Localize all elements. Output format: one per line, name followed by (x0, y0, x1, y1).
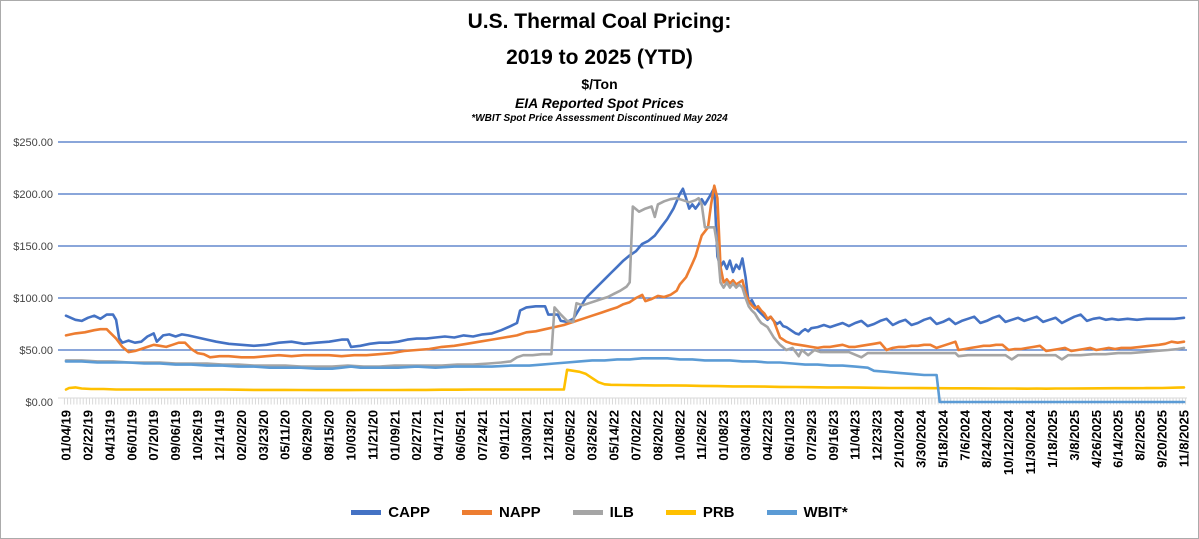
x-axis-label: 8/24/2024 (979, 409, 994, 468)
x-axis-label: 04/13/19 (102, 410, 117, 461)
x-axis-label: 06/05/21 (453, 410, 468, 461)
series-line-napp (64, 184, 1186, 359)
x-axis-label: 11/8/2025 (1177, 410, 1192, 467)
series-line-wbit (64, 356, 1186, 404)
x-axis-label: 3/8/2025 (1067, 410, 1082, 461)
x-axis-label: 03/26/22 (585, 410, 600, 461)
x-axis-label: 2/10/2024 (892, 409, 907, 468)
x-axis-label: 08/20/22 (650, 410, 665, 461)
legend-label-capp: CAPP (388, 504, 430, 521)
x-axis-label: 07/20/19 (146, 410, 161, 461)
legend-item-ilb: ILB (572, 504, 634, 521)
x-axis-label: 10/26/19 (190, 410, 205, 461)
x-axis-label: 05/11/20 (278, 410, 293, 460)
x-axis-label: 09/16/23 (826, 410, 841, 461)
x-axis-label: 11/26/22 (694, 410, 709, 460)
y-axis-label: $50.00 (19, 345, 53, 357)
x-axis-label: 04/22/23 (760, 410, 775, 461)
x-axis-label: 12/18/21 (541, 410, 556, 461)
x-axis-label: 11/30/2024 (1023, 409, 1038, 474)
x-axis-label: 02/05/22 (563, 410, 578, 461)
x-axis-label: 09/11/21 (497, 410, 512, 460)
x-axis-label: 3/30/2024 (913, 409, 928, 468)
legend-label-ilb: ILB (609, 504, 634, 521)
chart-unit-label: $/Ton (581, 76, 618, 92)
x-axis-label: 11/21/20 (365, 410, 380, 460)
x-axis-label: 5/18/2024 (935, 409, 950, 468)
legend-swatch-ilb (572, 510, 603, 515)
series-line-capp (64, 186, 1186, 349)
series-line-prb (64, 368, 1186, 392)
x-axis-label: 03/23/20 (256, 410, 271, 461)
y-axis-label: $0.00 (25, 397, 53, 409)
x-axis-label: 6/14/2025 (1111, 410, 1126, 468)
x-axis-label: 10/08/22 (672, 410, 687, 461)
chart-title-line1: U.S. Thermal Coal Pricing: (467, 10, 732, 33)
legend-item-capp: CAPP (351, 505, 430, 520)
x-axis-label: 04/17/21 (431, 410, 446, 461)
x-axis-label: 01/04/19 (59, 410, 74, 461)
x-axis-label: 11/04/23 (848, 410, 863, 460)
x-axis-label: 12/23/23 (870, 410, 885, 461)
x-axis-label: 03/04/23 (738, 410, 753, 461)
legend-item-napp: NAPP (461, 504, 541, 521)
x-axis-label: 1/18/2025 (1045, 410, 1060, 468)
x-axis-label: 10/12/2024 (1001, 409, 1016, 475)
x-axis-label: 06/01/19 (124, 410, 139, 461)
chart-title-block: U.S. Thermal Coal Pricing: 2019 to 2025 … (1, 11, 1198, 124)
x-axis-label: 09/06/19 (168, 410, 183, 461)
legend-swatch-capp (351, 510, 382, 515)
x-axis-label: 02/27/21 (409, 410, 424, 461)
y-axis-label: $100.00 (13, 293, 53, 305)
legend: CAPP NAPP ILB PRB WBIT* (1, 505, 1198, 520)
x-axis-label: 10/30/21 (519, 410, 534, 461)
legend-swatch-napp (461, 510, 492, 515)
x-axis-label: 7/6/2024 (957, 409, 972, 460)
x-axis-label: 06/29/20 (300, 410, 315, 461)
legend-swatch-wbit (766, 510, 797, 515)
x-axis-label: 07/02/22 (629, 410, 644, 461)
x-axis-label: 4/26/2025 (1089, 410, 1104, 468)
x-axis-label: 07/24/21 (475, 410, 490, 461)
x-axis-label: 08/15/20 (322, 410, 337, 461)
y-axis-label: $150.00 (13, 241, 53, 253)
x-axis-label: 06/10/23 (782, 410, 797, 461)
legend-swatch-prb (665, 510, 696, 515)
x-axis-label: 12/14/19 (212, 410, 227, 461)
x-axis-label: 01/09/21 (387, 410, 402, 461)
y-axis-label: $250.00 (13, 137, 53, 149)
legend-label-prb: PRB (702, 504, 735, 521)
y-axis-label: $200.00 (13, 189, 53, 201)
x-axis-label: 8/2/2025 (1133, 410, 1148, 461)
chart-footnote: *WBIT Spot Price Assessment Discontinued… (471, 113, 728, 124)
chart-subtitle: EIA Reported Spot Prices (514, 95, 685, 111)
chart-title-line2: 2019 to 2025 (YTD) (506, 46, 693, 69)
x-axis-label: 02/22/19 (80, 410, 95, 461)
x-axis-label: 9/20/2025 (1155, 410, 1170, 468)
x-axis-label: 01/08/23 (716, 410, 731, 461)
legend-label-napp: NAPP (498, 504, 541, 521)
legend-item-prb: PRB (665, 504, 735, 521)
legend-label-wbit: WBIT* (803, 504, 848, 521)
x-axis-label: 10/03/20 (344, 410, 359, 461)
x-axis-label: 02/02/20 (234, 410, 249, 461)
x-axis-label: 05/14/22 (607, 410, 622, 461)
series-line-ilb (64, 196, 1186, 368)
x-axis-label: 07/29/23 (804, 410, 819, 461)
legend-item-wbit: WBIT* (766, 504, 848, 521)
